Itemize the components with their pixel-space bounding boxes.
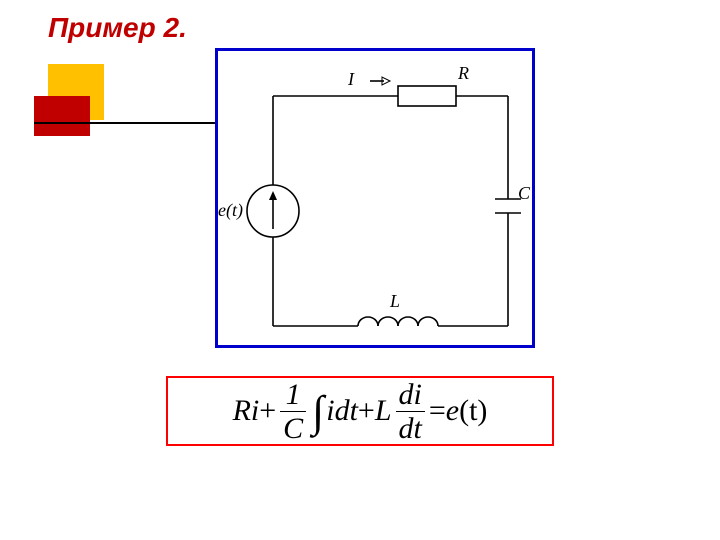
eq-C: C — [280, 412, 306, 445]
circuit-svg: e(t) I R C L — [218, 51, 538, 351]
page-title: Пример 2. — [48, 12, 187, 44]
eq-paren-t: (t) — [459, 394, 487, 428]
eq-equals: = — [429, 394, 446, 428]
svg-text:C: C — [518, 183, 531, 203]
svg-text:I: I — [347, 69, 355, 89]
eq-frac-1C: 1 C — [280, 378, 306, 445]
equation: Ri + 1 C ∫ idt + L di dt = e (t) — [233, 378, 488, 445]
eq-one: 1 — [283, 378, 304, 411]
equation-box: Ri + 1 C ∫ idt + L di dt = e (t) — [166, 376, 554, 446]
eq-dt: dt — [396, 412, 425, 445]
eq-plus-1: + — [259, 394, 276, 428]
eq-e: e — [446, 394, 459, 428]
eq-L: L — [375, 394, 392, 428]
svg-text:L: L — [389, 291, 400, 311]
circuit-diagram: e(t) I R C L — [215, 48, 535, 348]
eq-frac-didt: di dt — [396, 378, 425, 445]
svg-text:e(t): e(t) — [218, 200, 243, 221]
eq-plus-2: + — [358, 394, 375, 428]
eq-Ri: Ri — [233, 394, 260, 428]
eq-idt: idt — [326, 394, 358, 428]
integral-icon: ∫ — [312, 386, 324, 437]
eq-di: di — [396, 378, 425, 411]
decor-red-block — [34, 96, 90, 136]
decor-horizontal-line — [34, 122, 232, 124]
svg-text:R: R — [457, 63, 469, 83]
